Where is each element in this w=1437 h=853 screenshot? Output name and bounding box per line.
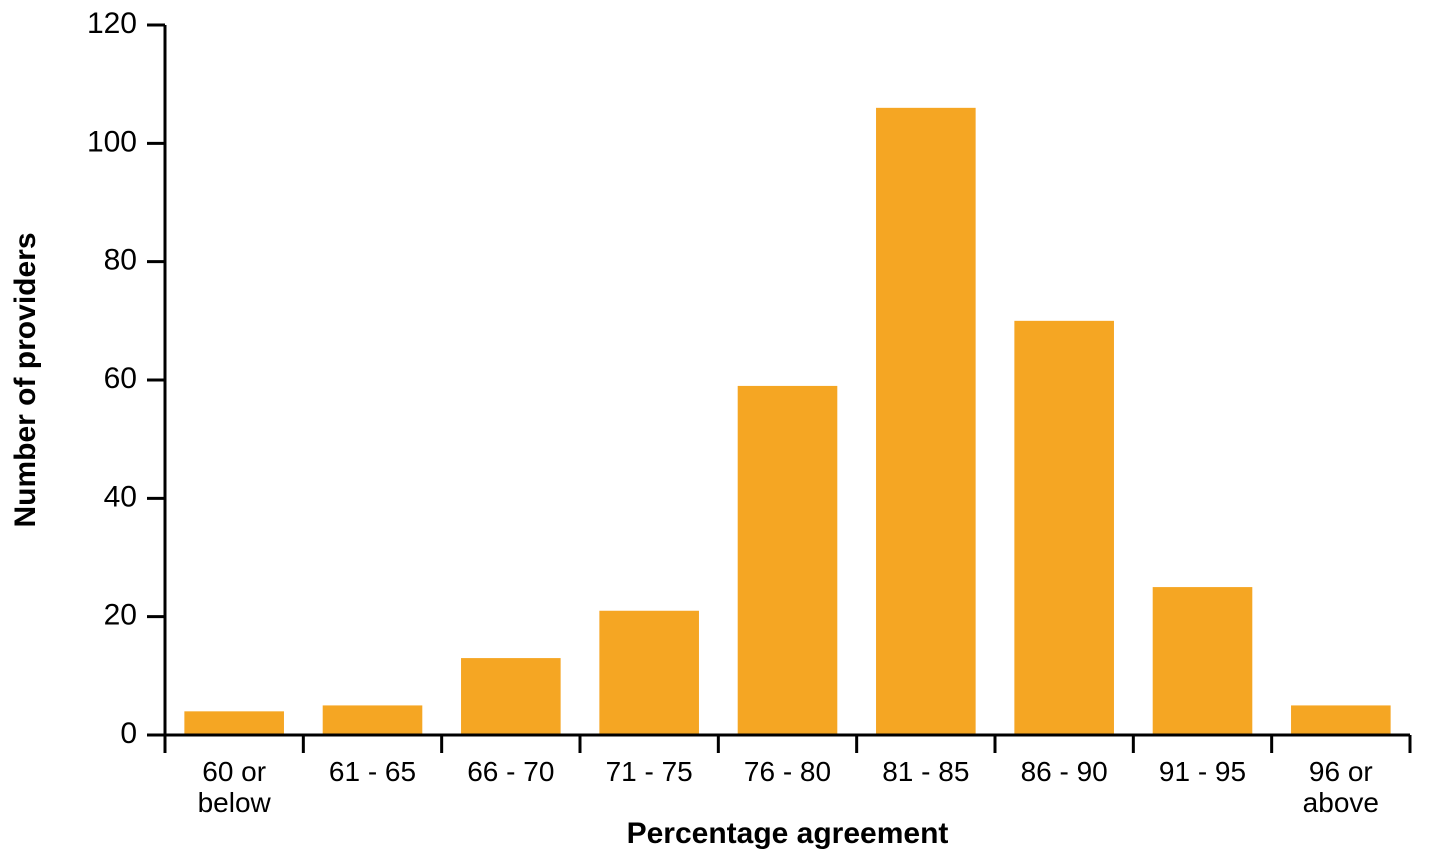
bar bbox=[1014, 321, 1114, 735]
x-tick-label: 66 - 70 bbox=[467, 756, 554, 787]
bar bbox=[323, 705, 423, 735]
bar bbox=[599, 611, 699, 735]
y-tick-label: 0 bbox=[120, 717, 137, 750]
y-tick-label: 40 bbox=[104, 480, 137, 513]
x-tick-label: 61 - 65 bbox=[329, 756, 416, 787]
x-tick-label: 91 - 95 bbox=[1159, 756, 1246, 787]
x-tick-label: 96 orabove bbox=[1303, 756, 1379, 818]
y-tick-label: 60 bbox=[104, 362, 137, 395]
y-tick-label: 100 bbox=[87, 125, 137, 158]
bar bbox=[1291, 705, 1391, 735]
bar-chart: 0 20 40 60 80 100 120 60 orbelow 61 - 65 66 - 70 7… bbox=[0, 0, 1437, 853]
x-tick-label: 76 - 80 bbox=[744, 756, 831, 787]
x-tick-label: 86 - 90 bbox=[1021, 756, 1108, 787]
x-tick-label: 81 - 85 bbox=[882, 756, 969, 787]
y-tick-label: 120 bbox=[87, 7, 137, 40]
bar bbox=[461, 658, 561, 735]
x-axis-label: Percentage agreement bbox=[627, 817, 949, 850]
bar bbox=[184, 711, 284, 735]
y-tick-label: 80 bbox=[104, 244, 137, 277]
x-tick-label: 60 orbelow bbox=[198, 756, 272, 818]
y-axis-label: Number of providers bbox=[9, 232, 42, 527]
chart-svg: 0 20 40 60 80 100 120 60 orbelow 61 - 65 66 - 70 7… bbox=[0, 0, 1437, 853]
bar bbox=[876, 108, 976, 735]
y-tick-label: 20 bbox=[104, 599, 137, 632]
bar bbox=[738, 386, 838, 735]
bar bbox=[1153, 587, 1253, 735]
x-tick-label: 71 - 75 bbox=[606, 756, 693, 787]
